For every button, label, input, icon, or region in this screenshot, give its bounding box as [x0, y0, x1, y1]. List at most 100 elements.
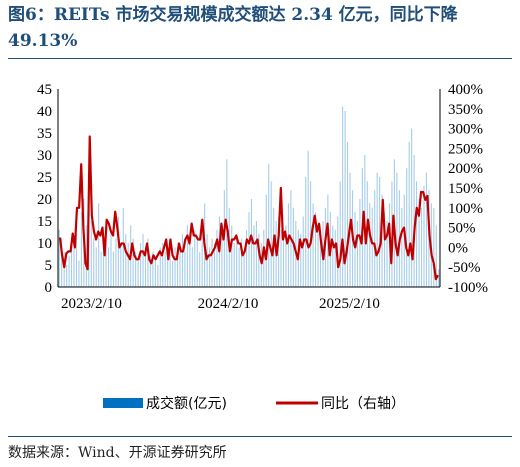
bar: [369, 203, 371, 287]
bar: [423, 185, 425, 287]
bar: [142, 234, 144, 287]
bar: [61, 238, 63, 287]
bar: [71, 243, 73, 287]
bar: [107, 247, 110, 287]
bar: [305, 177, 307, 287]
bar: [191, 247, 193, 287]
legend-bar-swatch: [103, 398, 143, 408]
right-tick-label: 200%: [448, 161, 483, 177]
right-tick-label: 50%: [448, 221, 476, 237]
bar: [100, 251, 102, 287]
bar: [245, 229, 248, 287]
bar: [73, 247, 75, 287]
bar: [241, 238, 243, 287]
bar: [167, 256, 169, 287]
bar: [339, 181, 341, 287]
bar: [176, 256, 179, 287]
bar: [236, 234, 238, 287]
page-title: 图6：REITs 市场交易规模成交额达 2.34 亿元，同比下降 49.13%: [8, 5, 458, 51]
bar: [211, 238, 213, 287]
bar: [420, 207, 423, 287]
right-tick-label: 100%: [448, 201, 483, 217]
bar: [115, 238, 117, 287]
bar: [169, 238, 171, 287]
bar: [179, 243, 181, 287]
bar: [164, 251, 166, 287]
bar: [135, 251, 137, 287]
bar: [189, 243, 191, 287]
right-tick-label: -50%: [448, 260, 481, 276]
bar: [233, 243, 235, 287]
bar: [403, 194, 405, 287]
left-tick-label: 5: [45, 258, 53, 274]
bar: [63, 251, 65, 287]
bar: [132, 238, 134, 287]
bar: [310, 181, 312, 287]
left-tick-label: 0: [45, 280, 53, 296]
bar: [285, 225, 287, 287]
right-tick-label: 350%: [448, 102, 483, 118]
line-series: [58, 135, 439, 281]
bar: [213, 243, 216, 287]
bar-series: [58, 106, 440, 287]
bar: [125, 234, 127, 287]
bar: [435, 225, 437, 287]
bar: [120, 247, 122, 287]
bar: [122, 207, 124, 287]
bar: [342, 106, 344, 287]
bar: [268, 163, 270, 287]
legend: 成交额(亿元) 同比（右轴）: [103, 395, 405, 412]
bar: [243, 251, 245, 287]
bar: [93, 238, 95, 287]
bar: [75, 234, 78, 287]
left-tick-label: 15: [37, 214, 52, 230]
bar: [356, 221, 358, 287]
title-rule: [8, 58, 512, 59]
bar: [209, 247, 211, 287]
bar: [157, 265, 159, 287]
bar: [381, 194, 383, 287]
bar: [287, 203, 289, 287]
axes: 0 5 10 15 20 25 30 35 40 45 -100% -50% 0% 50% 100% 150%…: [37, 82, 488, 312]
bar: [194, 229, 196, 287]
left-tick-label: 10: [37, 236, 52, 252]
bar: [154, 260, 156, 287]
bar: [78, 260, 80, 287]
bar: [371, 207, 373, 287]
bar: [408, 141, 410, 287]
left-tick-label: 40: [37, 104, 52, 120]
bar: [90, 221, 92, 287]
left-tick-label: 20: [37, 192, 52, 208]
bar: [221, 234, 223, 287]
bar: [379, 177, 381, 287]
source-rule: [8, 436, 512, 437]
source-note: 数据来源：Wind、开源证券研究所: [8, 445, 227, 461]
bar: [181, 234, 184, 287]
bar: [292, 207, 294, 287]
bar: [263, 229, 265, 287]
right-tick-label: 300%: [448, 122, 483, 138]
bar: [347, 141, 349, 287]
bar: [401, 207, 403, 287]
bar: [282, 238, 285, 287]
bar: [386, 221, 388, 287]
bar: [80, 212, 82, 287]
bar: [95, 247, 97, 287]
bar: [359, 199, 361, 287]
right-tick-label: 250%: [448, 141, 483, 157]
bar: [248, 212, 250, 287]
x-tick-label: 2023/2/10: [61, 296, 122, 312]
bar: [433, 207, 435, 287]
bar: [196, 238, 198, 287]
bar: [216, 229, 218, 287]
bar: [68, 256, 70, 287]
left-tick-label: 30: [37, 148, 52, 164]
bar: [307, 150, 309, 287]
right-tick-label: 150%: [448, 181, 483, 197]
bar: [174, 247, 176, 287]
bar: [332, 225, 334, 287]
bar: [110, 229, 112, 287]
bar: [152, 251, 154, 287]
bar: [137, 260, 139, 287]
bar: [147, 238, 149, 287]
